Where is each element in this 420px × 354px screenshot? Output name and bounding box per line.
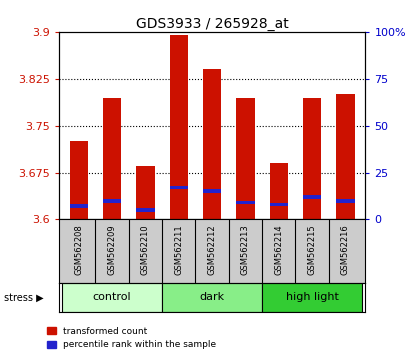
Bar [62, 283, 162, 312]
Bar [270, 202, 288, 206]
Bar [103, 97, 121, 219]
Text: GSM562210: GSM562210 [141, 225, 150, 275]
Text: high light: high light [286, 292, 339, 302]
Text: GSM562212: GSM562212 [207, 225, 217, 275]
Text: GSM562209: GSM562209 [108, 225, 117, 275]
Bar [136, 208, 155, 212]
Bar [70, 141, 88, 219]
Bar [336, 199, 354, 202]
Bar [303, 97, 321, 219]
Text: GSM562208: GSM562208 [74, 225, 83, 275]
Bar [170, 186, 188, 189]
Bar [270, 163, 288, 219]
Legend: transformed count, percentile rank within the sample: transformed count, percentile rank withi… [47, 327, 216, 349]
Text: GSM562214: GSM562214 [274, 225, 283, 275]
Bar [262, 283, 362, 312]
Bar [162, 283, 262, 312]
Text: GSM562213: GSM562213 [241, 225, 250, 275]
Bar [236, 201, 255, 205]
Text: dark: dark [200, 292, 225, 302]
Bar [336, 95, 354, 219]
Bar [103, 199, 121, 202]
Bar [136, 166, 155, 219]
Text: stress ▶: stress ▶ [4, 292, 44, 302]
Text: GSM562216: GSM562216 [341, 225, 350, 275]
Bar [203, 69, 221, 219]
Bar [70, 205, 88, 208]
Title: GDS3933 / 265928_at: GDS3933 / 265928_at [136, 17, 289, 31]
Bar [236, 97, 255, 219]
Text: GSM562211: GSM562211 [174, 225, 183, 275]
Bar [203, 189, 221, 193]
Text: GSM562215: GSM562215 [307, 225, 317, 275]
Bar [170, 35, 188, 219]
Bar [303, 195, 321, 199]
Text: control: control [93, 292, 131, 302]
